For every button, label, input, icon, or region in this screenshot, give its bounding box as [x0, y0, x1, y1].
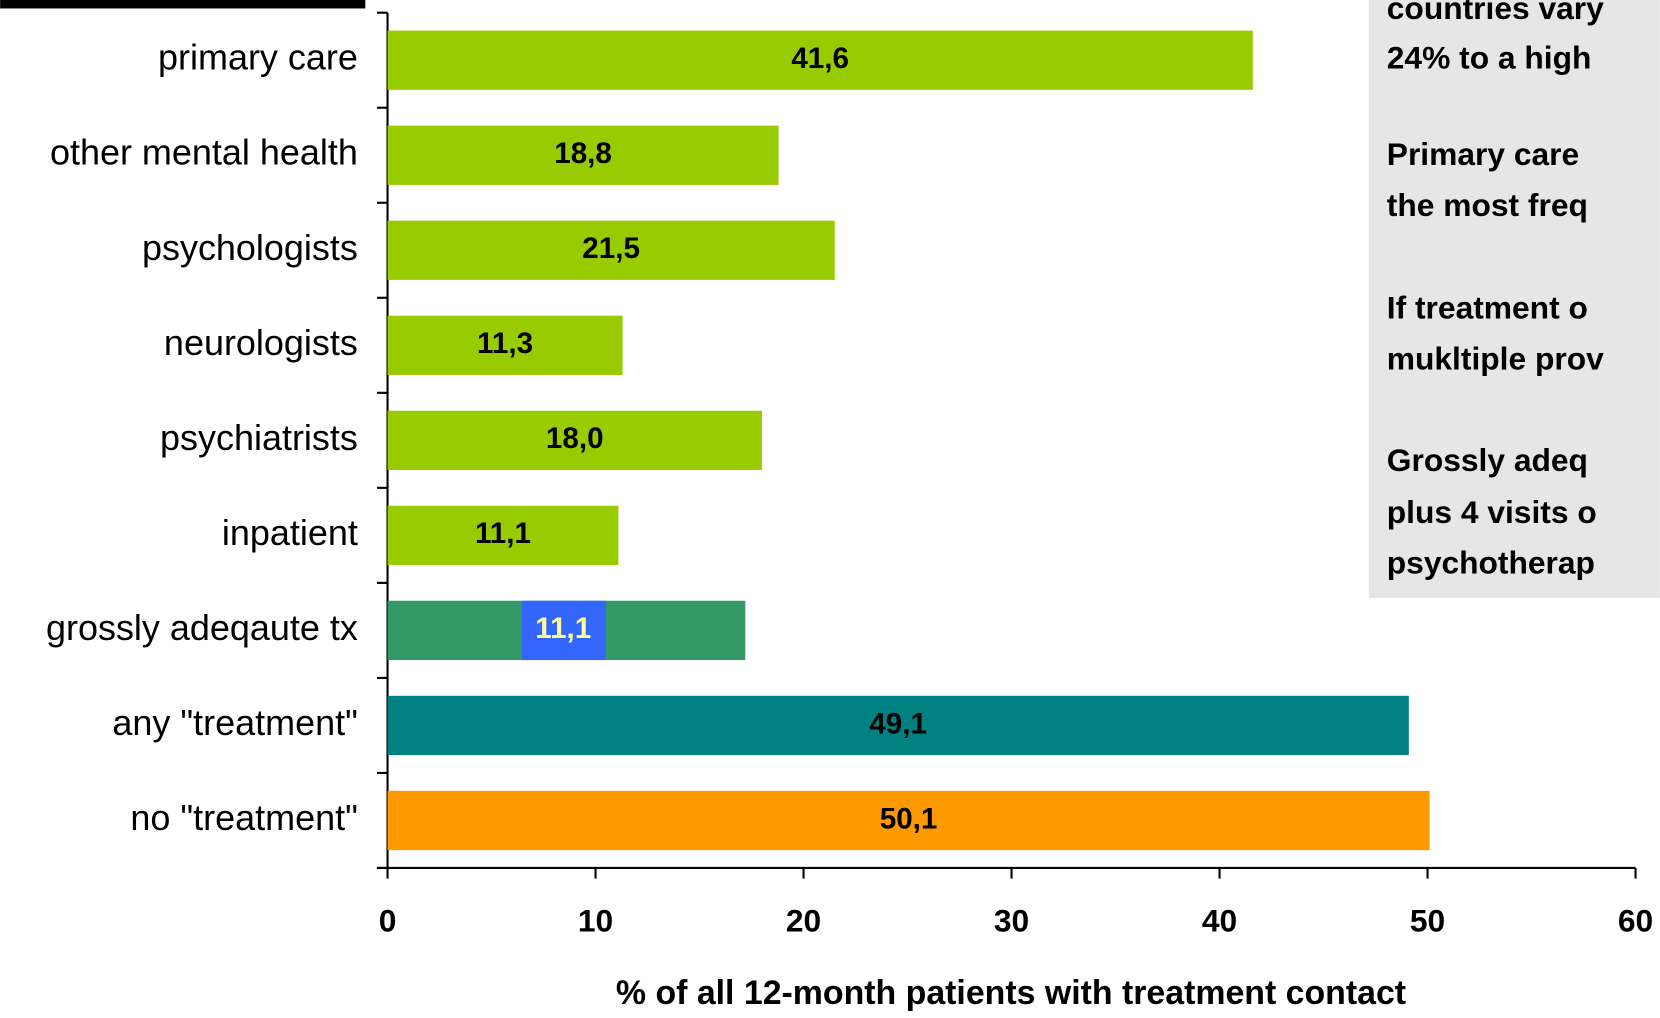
note-line: If treatment o — [1387, 290, 1588, 326]
x-tick-label: 30 — [994, 902, 1029, 938]
x-tick-label: 50 — [1410, 902, 1445, 938]
note-line: mukltiple prov — [1387, 340, 1604, 376]
note-line: psychotherap — [1387, 545, 1595, 581]
x-axis-title: % of all 12-month patients with treatmen… — [616, 974, 1406, 1012]
note-box — [1368, 0, 1660, 599]
value-label: 11,1 — [475, 517, 531, 550]
note-line: 24% to a high — [1387, 40, 1592, 76]
x-tick-label: 40 — [1202, 902, 1237, 938]
value-label: 11,3 — [477, 327, 533, 360]
note-line: Primary care — [1387, 136, 1579, 172]
x-tick-label: 10 — [578, 902, 613, 938]
x-tick-label: 60 — [1618, 902, 1653, 938]
x-tick-label: 20 — [786, 902, 821, 938]
annotation-box — [521, 600, 606, 661]
note-line: plus 4 visits o — [1387, 494, 1597, 530]
bar — [387, 505, 619, 566]
category-label: other mental health — [50, 132, 358, 173]
x-tick-label: 0 — [379, 902, 397, 938]
category-label: inpatient — [222, 512, 358, 553]
title-bar-fragment — [0, 0, 366, 9]
category-label: any "treatment" — [112, 702, 357, 743]
category-label: psychologists — [142, 227, 358, 268]
bar — [387, 410, 762, 470]
annotation: 11,1 — [535, 612, 591, 645]
value-label: 41,6 — [791, 42, 849, 75]
value-label: 49,1 — [869, 707, 927, 740]
note-line: the most freq — [1387, 187, 1588, 223]
bar — [387, 695, 1409, 756]
category-label: grossly adeqaute tx — [46, 607, 358, 648]
value-label: 18,0 — [546, 422, 604, 455]
category-label: primary care — [158, 37, 358, 78]
value-label: 18,8 — [554, 137, 612, 170]
category-label: no "treatment" — [130, 797, 357, 838]
bar — [387, 790, 1430, 851]
category-label: neurologists — [164, 322, 358, 363]
note-line: Grossly adeq — [1387, 442, 1588, 478]
bar — [387, 220, 835, 280]
value-label: 50,1 — [880, 802, 938, 835]
bar — [387, 30, 1253, 90]
bar — [387, 125, 779, 185]
category-label: psychiatrists — [160, 417, 358, 458]
note-line: countries vary — [1387, 0, 1604, 26]
bar — [387, 315, 623, 375]
value-label: 21,5 — [582, 232, 640, 265]
